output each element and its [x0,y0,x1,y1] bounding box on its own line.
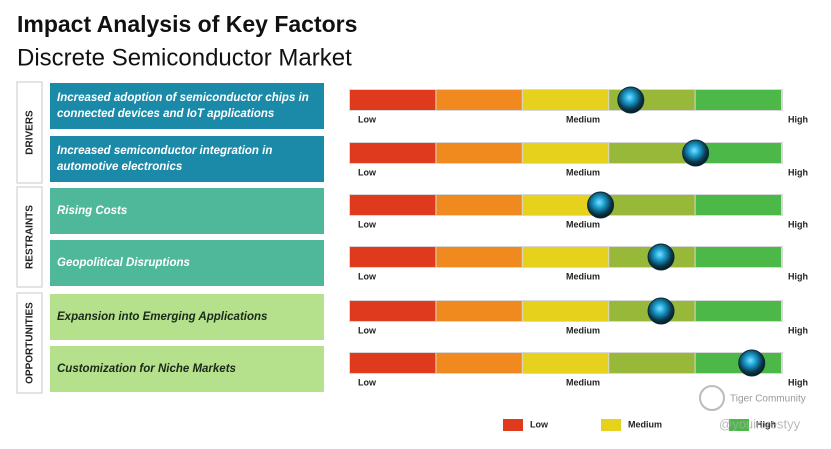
group-box [16,186,43,288]
factor-box [50,240,324,286]
gauge-segment [350,301,436,321]
gauge-knob [647,297,675,325]
gauge-segment [436,247,522,267]
gauge-segment [436,90,522,110]
gauge-knob [587,191,615,219]
gauge-segment [522,143,609,163]
scale-medium: Medium [566,167,600,177]
gauge-segment [609,143,695,163]
scale-medium: Medium [566,271,600,281]
factor-label: Customization for Niche Markets [57,363,236,375]
gauge-segment [436,353,522,373]
factor-box [50,83,324,129]
gauge-segment [522,301,609,321]
gauge-segment [522,195,609,215]
gauge-segment [350,247,436,267]
legend-swatch [503,419,523,431]
gauge-knob [682,139,710,167]
factor-label: Geopolitical Disruptions [57,257,190,269]
gauge-segment [350,90,436,110]
group-box [16,292,43,394]
scale-high: High [788,167,808,177]
gauge-segment [522,353,609,373]
gauge-segment [522,90,609,110]
scale-low: Low [358,325,377,335]
gauge-segment [609,353,695,373]
gauge-segment [695,90,781,110]
legend-swatch [601,419,621,431]
factor-box [50,294,324,340]
legend-label: Medium [628,419,662,429]
scale-low: Low [358,219,377,229]
gauge-knob [738,349,766,377]
gauge-segment [350,195,436,215]
gauge-segment [522,247,609,267]
gauge-segment [609,195,695,215]
scale-medium: Medium [566,325,600,335]
gauge-segment [695,195,781,215]
scale-high: High [788,271,808,281]
legend-swatch [729,419,749,431]
scale-medium: Medium [566,114,600,124]
gauge-segment [695,143,781,163]
gauge-segment [436,301,522,321]
legend-label: High [756,419,776,429]
scale-medium: Medium [566,377,600,387]
watermark-text: Tiger Community [730,394,806,405]
legend-label: Low [530,419,549,429]
gauge-segment [436,143,522,163]
scale-low: Low [358,114,377,124]
scale-high: High [788,114,808,124]
scale-low: Low [358,271,377,281]
watermark-logo [699,385,725,411]
gauge-knob [617,86,645,114]
factor-label: Rising Costs [57,205,127,217]
title: Impact Analysis of Key Factors [17,11,357,37]
group-label: RESTRAINTS [25,205,36,269]
gauge-segment [695,247,781,267]
group-label: OPPORTUNITIES [25,302,36,384]
factor-label: Increased semiconductor integration in au… [57,145,272,173]
group-label: DRIVERS [25,110,36,155]
scale-high: High [788,325,808,335]
subtitle: Discrete Semiconductor Market [17,44,352,71]
gauge-knob [647,243,675,271]
factor-box [50,346,324,392]
factor-label: Increased adoption of semiconductor chip… [57,92,309,120]
scale-medium: Medium [566,219,600,229]
scale-low: Low [358,377,377,387]
factor-box [50,188,324,234]
gauge-segment [695,301,781,321]
gauge-segment [436,195,522,215]
group-box [16,81,43,184]
gauge-segment [350,143,436,163]
watermark-handle: @youinvestyy [719,416,801,431]
factor-box [50,136,324,182]
scale-high: High [788,219,808,229]
factor-label: Expansion into Emerging Applications [57,311,267,323]
scale-low: Low [358,167,377,177]
gauge-segment [350,353,436,373]
scale-high: High [788,377,808,387]
